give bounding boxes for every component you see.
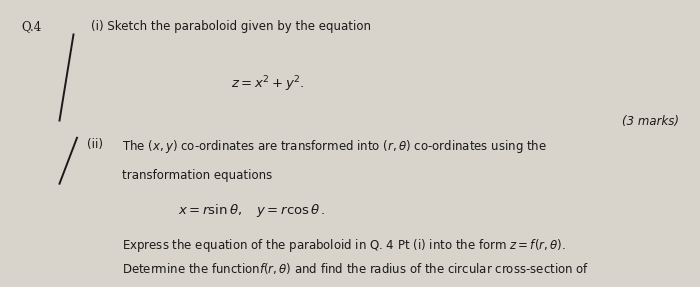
Text: $z = x^2 + y^2.$: $z = x^2 + y^2.$ xyxy=(231,75,304,94)
Text: $x = r\sin\theta,$   $y = r\cos\theta\,.$: $x = r\sin\theta,$ $y = r\cos\theta\,.$ xyxy=(178,202,326,219)
Text: transformation equations: transformation equations xyxy=(122,169,273,182)
Text: Express the equation of the paraboloid in Q. 4 Pt (i) into the form $z = f(r, \t: Express the equation of the paraboloid i… xyxy=(122,237,566,254)
Text: (i) Sketch the paraboloid given by the equation: (i) Sketch the paraboloid given by the e… xyxy=(91,20,371,33)
Text: (ii): (ii) xyxy=(88,138,104,151)
Text: Q.4: Q.4 xyxy=(21,20,41,33)
Text: (3 marks): (3 marks) xyxy=(622,115,679,128)
Text: the paraboloid at height, $h.$: the paraboloid at height, $h.$ xyxy=(122,286,284,287)
Text: Determine the function$f(r, \theta)$ and find the radius of the circular cross-s: Determine the function$f(r, \theta)$ and… xyxy=(122,261,590,276)
Text: The $(x, y)$ co-ordinates are transformed into $(r, \theta)$ co-ordinates using : The $(x, y)$ co-ordinates are transforme… xyxy=(122,138,547,155)
